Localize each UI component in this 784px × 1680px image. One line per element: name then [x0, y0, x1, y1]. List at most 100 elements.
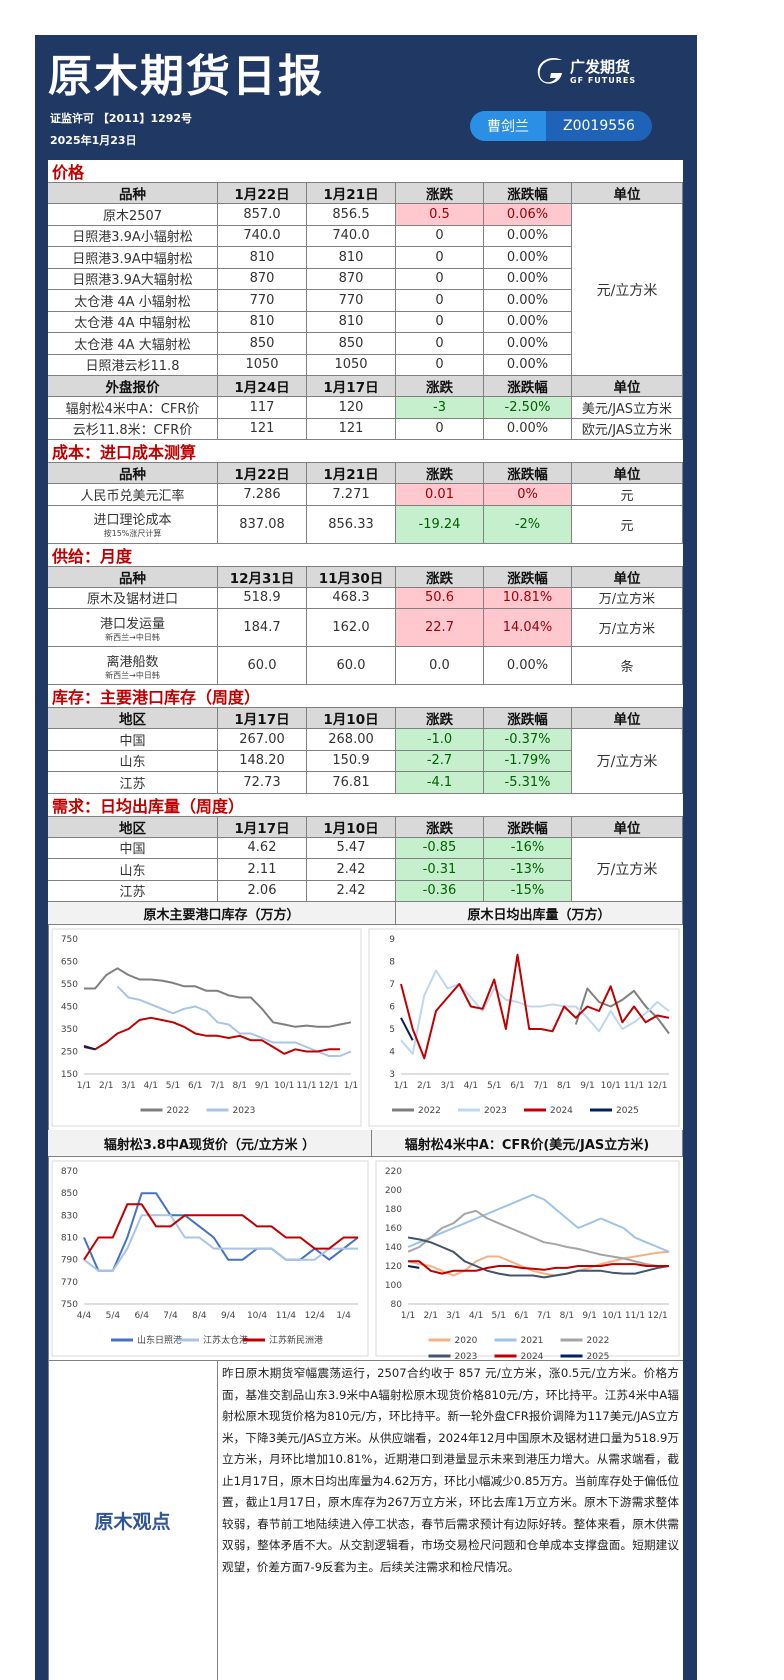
- data-cell: 184.7: [218, 609, 307, 647]
- data-cell: 0.01: [396, 484, 484, 506]
- row-name: 原木及锯材进口: [48, 587, 218, 609]
- series-line: [116, 985, 352, 1057]
- series-line: [574, 987, 670, 1035]
- data-cell: 5.47: [307, 837, 396, 859]
- data-cell: 0.00%: [484, 354, 572, 376]
- data-cell: 2.06: [218, 880, 307, 902]
- header-cell: 1月24日: [218, 376, 307, 397]
- x-tick-label: 7/4: [163, 1311, 178, 1321]
- row-name: 日照港3.9A大辐射松: [48, 268, 218, 290]
- data-cell: 万/立方米: [572, 609, 683, 647]
- unit-cell: 元/立方米: [572, 204, 683, 376]
- x-tick-label: 7/1: [537, 1311, 551, 1321]
- header-cell: 单位: [572, 708, 683, 729]
- x-tick-label: 5/1: [487, 1081, 501, 1091]
- row-name: 人民币兑美元汇率: [48, 484, 218, 506]
- data-cell: 22.7: [396, 609, 484, 647]
- data-cell: -2.7: [396, 750, 484, 772]
- data-cell: 518.9: [218, 587, 307, 609]
- row-name-text: 港口发运量: [99, 616, 165, 632]
- data-cell: 60.0: [307, 647, 396, 685]
- series-line: [407, 1236, 670, 1279]
- y-tick-label: 100: [385, 1281, 402, 1291]
- legend-label: 江苏太仓港: [203, 1334, 248, 1346]
- data-cell: 10.81%: [484, 587, 572, 609]
- x-tick-label: 1/1: [77, 1081, 91, 1091]
- section-title: 需求：日均出库量（周度）: [48, 793, 683, 817]
- section-title: 供给：月度: [48, 543, 683, 567]
- data-cell: 0: [396, 354, 484, 376]
- x-tick-label: 10/4: [247, 1311, 267, 1321]
- data-cell: -2%: [484, 505, 572, 544]
- data-cell: 121: [218, 418, 307, 440]
- y-tick-label: 850: [61, 1189, 78, 1199]
- header-cell: 涨跌: [396, 816, 484, 838]
- header-cell: 单位: [572, 566, 683, 588]
- data-cell: 0.00%: [484, 647, 572, 685]
- data-cell: 121: [307, 418, 396, 440]
- chart-panel: [51, 928, 362, 1127]
- row-name: 辐射松4米中A：CFR价: [48, 397, 218, 419]
- y-tick-label: 750: [61, 1300, 78, 1310]
- data-cell: 7.271: [307, 484, 396, 506]
- x-tick-label: 1/1: [401, 1311, 415, 1321]
- x-tick-label: 11/4: [276, 1311, 296, 1321]
- x-tick-label: 7/1: [534, 1081, 548, 1091]
- x-tick-label: 12/1: [647, 1081, 667, 1091]
- y-tick-label: 830: [61, 1211, 78, 1221]
- y-tick-label: 350: [61, 1025, 78, 1035]
- data-cell: 0.0: [396, 647, 484, 685]
- data-cell: -1.79%: [484, 750, 572, 772]
- data-cell: 76.81: [307, 772, 396, 794]
- x-tick-label: 1/1: [344, 1081, 358, 1091]
- y-tick-label: 140: [385, 1243, 402, 1253]
- legend-label: 2022: [587, 1336, 610, 1346]
- y-tick-label: 160: [385, 1224, 402, 1234]
- x-tick-label: 3/1: [440, 1081, 454, 1091]
- data-cell: 4.62: [218, 837, 307, 859]
- row-name: 原木2507: [48, 204, 218, 226]
- y-tick-label: 870: [61, 1167, 78, 1177]
- data-cell: 468.3: [307, 587, 396, 609]
- data-cell: -2.50%: [484, 397, 572, 419]
- row-name: 中国: [48, 729, 218, 751]
- x-tick-label: 4/1: [464, 1081, 478, 1091]
- data-cell: 267.00: [218, 729, 307, 751]
- legend-label: 2021: [521, 1336, 544, 1346]
- row-name: 进口理论成本 按15%涨尺计算: [48, 505, 218, 544]
- data-cell: 0.00%: [484, 333, 572, 355]
- y-tick-label: 6: [389, 1003, 395, 1013]
- data-cell: 810: [218, 311, 307, 333]
- header-cell: 涨跌: [396, 463, 484, 484]
- header-cell: 涨跌: [396, 183, 484, 204]
- series-line: [400, 1017, 414, 1041]
- row-name: 港口发运量 新西兰→中日韩: [48, 609, 218, 647]
- data-cell: -19.24: [396, 505, 484, 544]
- series-line: [407, 1209, 669, 1267]
- data-cell: 0: [396, 333, 484, 355]
- logo-cn: 广发期货: [570, 58, 631, 76]
- y-tick-label: 250: [61, 1048, 78, 1058]
- x-tick-label: 7/1: [210, 1081, 224, 1091]
- x-tick-label: 12/4: [305, 1311, 325, 1321]
- chart-title: 原木日均出库量（万方）: [396, 902, 683, 925]
- data-cell: 0: [396, 290, 484, 312]
- analyst-id: Z0019556: [546, 111, 652, 141]
- date: 2025年1月23日: [50, 134, 137, 147]
- x-tick-label: 8/1: [560, 1311, 574, 1321]
- series-line: [407, 1265, 420, 1269]
- x-tick-label: 9/4: [221, 1311, 236, 1321]
- data-cell: 0: [396, 247, 484, 269]
- row-note: 新西兰→中日韩: [105, 670, 160, 680]
- legend-label: 2022: [418, 1106, 441, 1116]
- series-line: [83, 1203, 358, 1261]
- data-cell: 7.286: [218, 484, 307, 506]
- x-tick-label: 4/1: [144, 1081, 158, 1091]
- data-cell: -13%: [484, 859, 572, 881]
- legend-label: 2023: [455, 1352, 478, 1362]
- y-tick-label: 450: [61, 1003, 78, 1013]
- data-cell: 857.0: [218, 204, 307, 226]
- legend-label: 2025: [587, 1352, 610, 1362]
- data-cell: 0%: [484, 484, 572, 506]
